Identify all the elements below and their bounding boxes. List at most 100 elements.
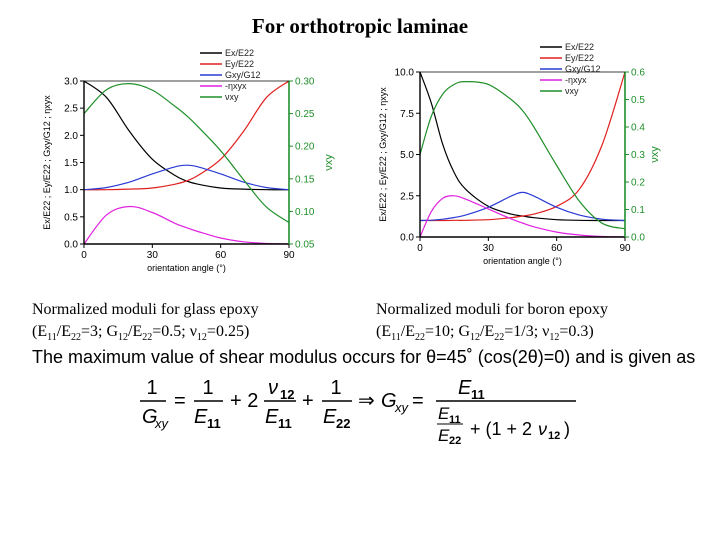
x-tick-label: 0 bbox=[81, 250, 87, 261]
svg-text:E: E bbox=[438, 404, 450, 423]
svg-text:=: = bbox=[174, 390, 186, 412]
y-tick-label-right: 0.0 bbox=[631, 233, 645, 244]
series-line-0 bbox=[83, 80, 290, 191]
caption-glass-epoxy: Normalized moduli for glass epoxy (E11/E… bbox=[32, 299, 259, 349]
svg-text:xy: xy bbox=[394, 400, 410, 415]
y-tick-label-right: 0.10 bbox=[295, 207, 315, 218]
x-tick-label: 90 bbox=[619, 243, 631, 254]
series-line-1 bbox=[420, 71, 626, 222]
svg-text:1: 1 bbox=[202, 377, 213, 399]
legend-label: -ηxyx bbox=[565, 75, 587, 85]
series-line-3 bbox=[83, 205, 290, 245]
y-tick-label-right: 0.1 bbox=[631, 205, 645, 216]
plot-area bbox=[419, 71, 626, 238]
svg-text:11: 11 bbox=[471, 387, 485, 402]
x-tick-label: 90 bbox=[283, 250, 295, 261]
svg-text:xy: xy bbox=[154, 416, 170, 431]
y-tick-label-left: 1.5 bbox=[64, 158, 78, 169]
svg-text:1: 1 bbox=[146, 377, 157, 399]
svg-text:⇒: ⇒ bbox=[358, 390, 375, 412]
svg-text:E: E bbox=[323, 406, 337, 428]
y-tick-label-left: 0.0 bbox=[400, 233, 414, 244]
y-tick-label-left: 5.0 bbox=[400, 150, 414, 161]
y-tick-label-right: 0.4 bbox=[631, 123, 645, 134]
y-tick-label-left: 2.0 bbox=[64, 131, 78, 142]
legend-label: Ey/E22 bbox=[565, 53, 594, 63]
legend-label: -ηxyx bbox=[225, 81, 247, 91]
plot-area bbox=[83, 80, 290, 245]
y-tick-label-right: 0.15 bbox=[295, 174, 315, 185]
y-tick-label-left: 10.0 bbox=[395, 68, 415, 79]
caption-boron-line2: (E11/E22=10; G12/E22=1/3; ν12=0.3) bbox=[376, 323, 594, 344]
svg-text:22: 22 bbox=[449, 435, 461, 444]
y-tick-label-right: 0.30 bbox=[295, 77, 315, 88]
y-tick-label-left: 0.0 bbox=[64, 240, 78, 251]
y-tick-label-left: 2.5 bbox=[400, 191, 414, 202]
svg-text:E: E bbox=[265, 406, 279, 428]
y-tick-label-left: 7.5 bbox=[400, 109, 414, 120]
y-tick-label-right: 0.05 bbox=[295, 240, 315, 251]
legend-label: Gxy/G12 bbox=[565, 64, 601, 74]
y-tick-label-right: 0.2 bbox=[631, 178, 645, 189]
series-line-1 bbox=[83, 80, 290, 191]
svg-text:+: + bbox=[302, 390, 314, 412]
svg-text:11: 11 bbox=[278, 416, 292, 431]
y-tick-label-right: 0.25 bbox=[295, 109, 315, 120]
svg-text:12: 12 bbox=[280, 387, 294, 402]
legend-label: Ex/E22 bbox=[565, 42, 594, 52]
y-tick-label-right: 0.3 bbox=[631, 150, 645, 161]
chart-glass-epoxy: 0 30 60 90 orientation angle (°) 0.0 0.5 1.0 1.5… bbox=[42, 48, 335, 273]
conclusion-text: The maximum value of shear modulus occur… bbox=[32, 347, 696, 367]
svg-text:11: 11 bbox=[207, 416, 221, 431]
caption-boron-line1: Normalized moduli for boron epoxy bbox=[376, 301, 608, 318]
svg-text:1: 1 bbox=[330, 377, 341, 399]
series-line-2 bbox=[83, 164, 290, 191]
svg-text:22: 22 bbox=[336, 416, 350, 431]
y-axis-label-right: νxy bbox=[323, 154, 335, 171]
svg-text:): ) bbox=[564, 419, 570, 439]
series-line-4 bbox=[419, 80, 626, 230]
svg-text:E: E bbox=[194, 406, 208, 428]
series-line-2 bbox=[419, 191, 626, 222]
caption-glass-line2: (E11/E22=3; G12/E22=0.5; ν12=0.25) bbox=[32, 323, 250, 344]
x-axis-label: orientation angle (°) bbox=[147, 263, 226, 273]
x-tick-label: 60 bbox=[215, 250, 227, 261]
y-tick-label-left: 0.5 bbox=[64, 212, 78, 223]
y-tick-label-left: 3.0 bbox=[64, 77, 78, 88]
series-line-0 bbox=[419, 71, 625, 222]
y-axis-label-right: νxy bbox=[649, 146, 661, 163]
svg-text:11: 11 bbox=[449, 414, 461, 426]
x-tick-label: 30 bbox=[483, 243, 495, 254]
legend-label: νxy bbox=[565, 86, 579, 96]
x-axis-label: orientation angle (°) bbox=[483, 256, 562, 266]
svg-text:G: G bbox=[381, 390, 397, 412]
series-line-3 bbox=[419, 195, 626, 238]
svg-text:G: G bbox=[142, 406, 158, 428]
svg-text:E: E bbox=[438, 426, 450, 444]
svg-text:=: = bbox=[412, 390, 424, 412]
x-tick-label: 0 bbox=[417, 243, 423, 254]
svg-text:+ 2: + 2 bbox=[230, 390, 258, 412]
y-axis-label-left: Ex/E22 ; Ey/E22 ; Gxy/G12 ; ηxyx bbox=[42, 95, 52, 230]
y-axis-label-left: Ex/E22 ; Ey/E22 ; Gxy/G12 ; ηxyx bbox=[378, 87, 388, 222]
svg-text:ν: ν bbox=[268, 377, 278, 399]
y-tick-label-right: 0.6 bbox=[631, 68, 645, 79]
x-tick-label: 30 bbox=[147, 250, 159, 261]
y-tick-label-right: 0.20 bbox=[295, 142, 315, 153]
svg-text:12: 12 bbox=[548, 430, 560, 442]
legend-label: νxy bbox=[225, 92, 239, 102]
svg-text:E: E bbox=[458, 377, 472, 399]
series-line-4 bbox=[83, 82, 290, 223]
page-title: For orthotropic laminae bbox=[251, 14, 469, 38]
caption-boron-epoxy: Normalized moduli for boron epoxy (E11/E… bbox=[376, 299, 608, 349]
legend-label: Ey/E22 bbox=[225, 59, 254, 69]
caption-glass-line1: Normalized moduli for glass epoxy bbox=[32, 301, 259, 318]
legend-label: Gxy/G12 bbox=[225, 70, 261, 80]
shear-modulus-equation: 1 Gxy = 1 E 11 + 2 ν 12 E 11 + 1 E 22 ⇒ Gxy … bbox=[140, 377, 576, 444]
svg-text:+ (1 + 2: + (1 + 2 bbox=[470, 419, 532, 439]
x-tick-label: 60 bbox=[551, 243, 563, 254]
svg-text:ν: ν bbox=[538, 419, 547, 439]
y-tick-label-left: 2.5 bbox=[64, 104, 78, 115]
